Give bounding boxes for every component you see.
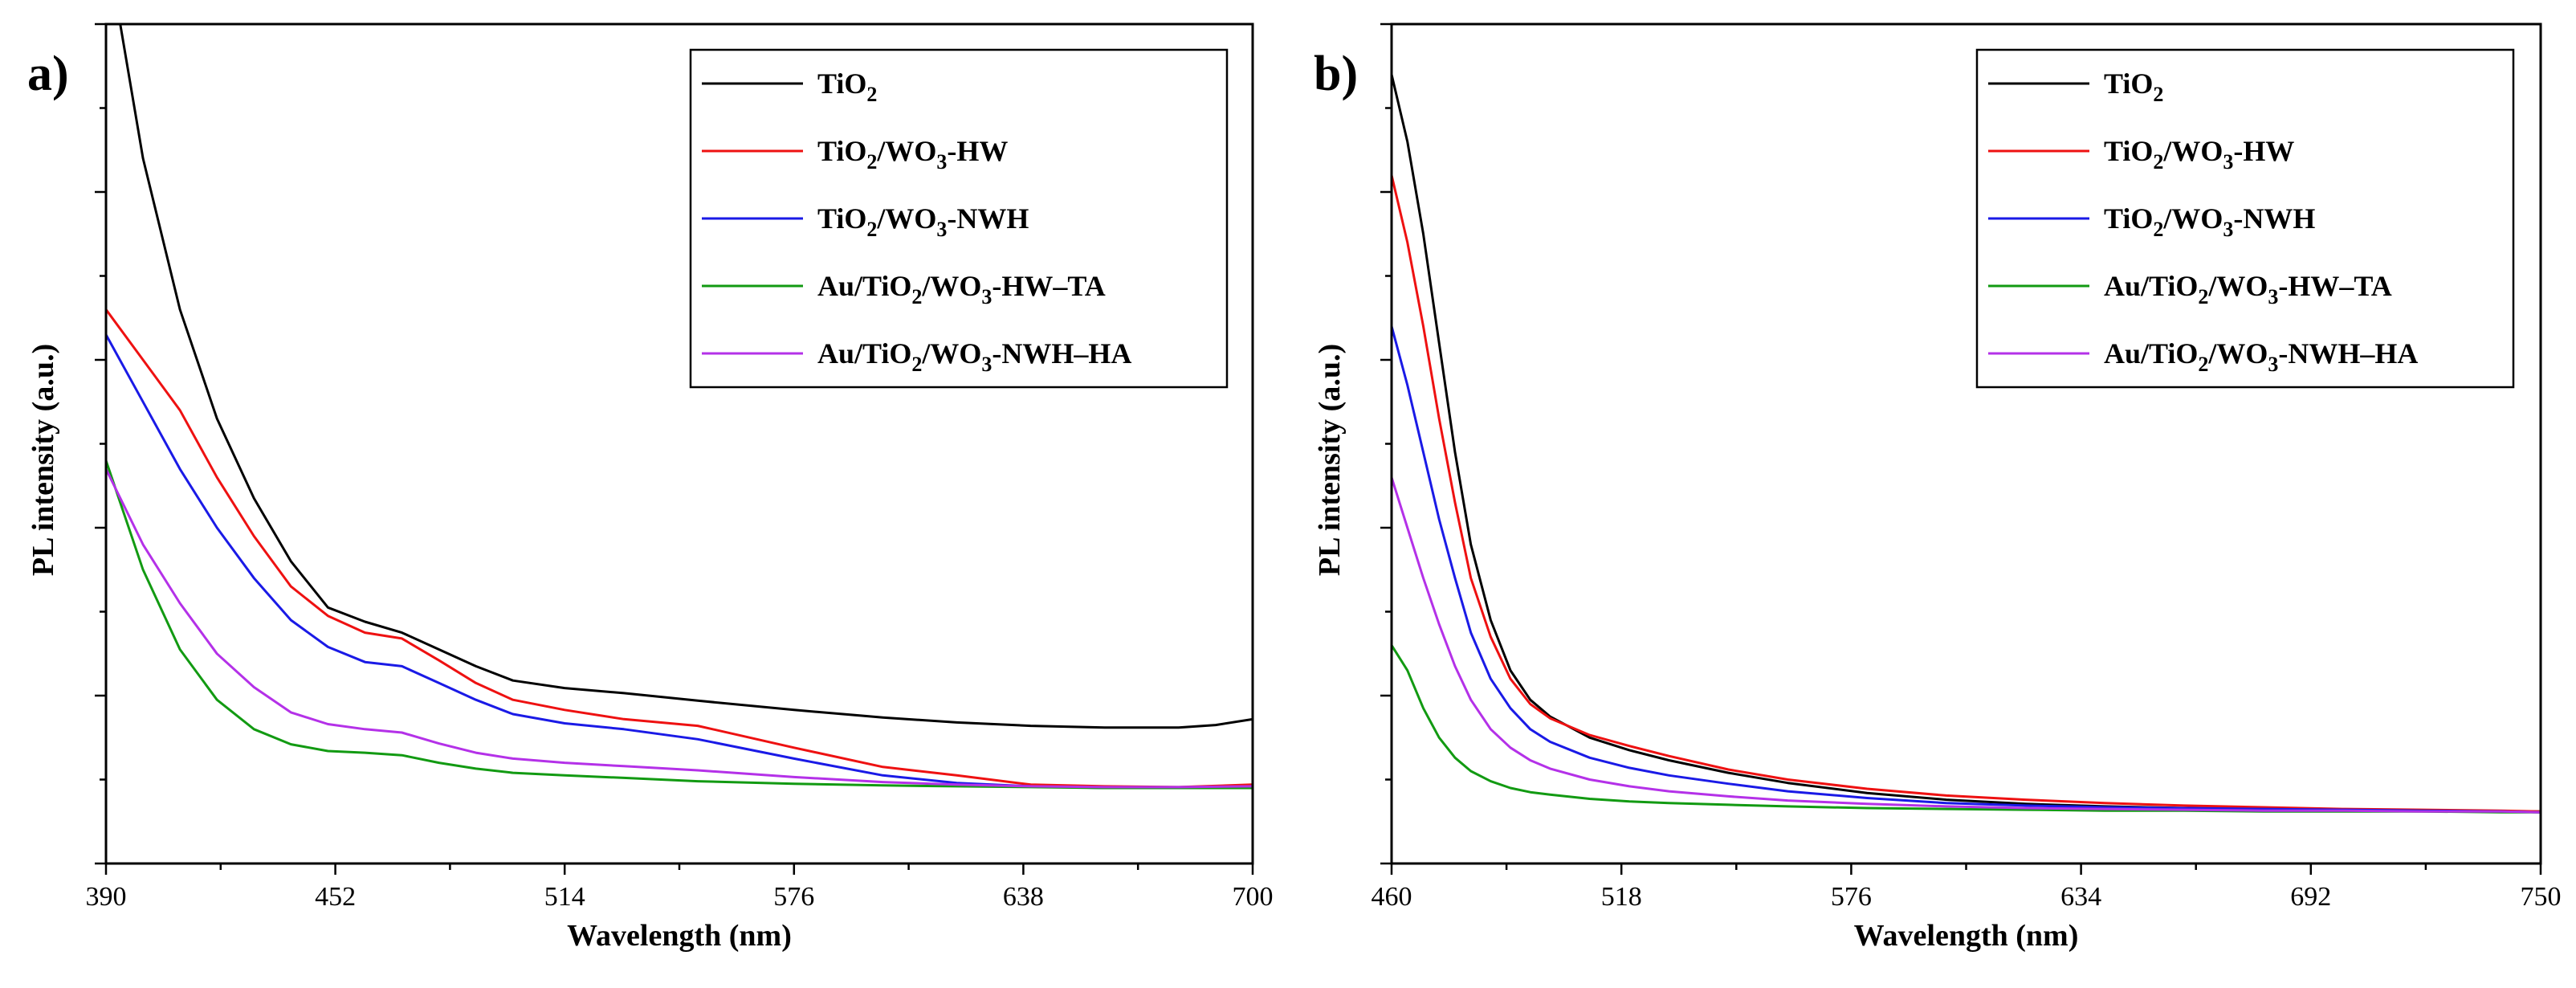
- legend: TiO2 TiO2/WO3-HW TiO2/WO3-NWH Au/TiO2/WO3-H…: [689, 48, 1229, 389]
- y-axis-title: PL intensity (a.u.): [26, 344, 60, 576]
- x-tick-label: 452: [315, 882, 356, 912]
- y-axis-title: PL intensity (a.u.): [1313, 344, 1347, 576]
- legend-item: Au/TiO2/WO3-HW–TA: [1988, 270, 2392, 308]
- x-tick-label: 390: [86, 882, 127, 912]
- legend-label: TiO2/WO3-HW: [817, 135, 1008, 174]
- legend-item: TiO2/WO3-HW: [1988, 135, 2294, 174]
- legend-item: Au/TiO2/WO3-NWH–HA: [702, 337, 1131, 376]
- legend-label: Au/TiO2/WO3-HW–TA: [2104, 270, 2392, 308]
- series-line-0: [119, 24, 1253, 729]
- x-axis-title: Wavelength (nm): [567, 919, 792, 953]
- legend-label: TiO2: [817, 67, 877, 106]
- x-tick-label: 460: [1372, 882, 1412, 912]
- legend: TiO2 TiO2/WO3-HW TiO2/WO3-NWH Au/TiO2/WO3-H…: [1975, 48, 2515, 389]
- x-tick-label: 514: [544, 882, 585, 912]
- x-tick-label: 576: [773, 882, 814, 912]
- series-line-3: [106, 459, 1253, 790]
- series-line-2: [106, 333, 1253, 790]
- legend-label: TiO2: [2104, 67, 2163, 106]
- series-line-1: [1392, 174, 2541, 813]
- series-line-4: [106, 467, 1253, 789]
- x-tick-label: 576: [1831, 882, 1872, 912]
- x-tick-label: 638: [1003, 882, 1044, 912]
- series-group: [1392, 73, 2541, 814]
- legend-item: Au/TiO2/WO3-NWH–HA: [1988, 337, 2418, 376]
- x-tick-label: 700: [1233, 882, 1274, 912]
- x-axis-title: Wavelength (nm): [1854, 919, 2079, 953]
- panel-label: b): [1314, 47, 1358, 101]
- legend-item: TiO2/WO3-HW: [702, 135, 1008, 174]
- legend-label: Au/TiO2/WO3-NWH–HA: [2104, 337, 2418, 376]
- panel-b: 460 518 576 634 692 750 Wavelength (nm) PL inte…: [1313, 22, 2562, 953]
- x-tick-label: 750: [2521, 882, 2562, 912]
- series-line-4: [1392, 476, 2541, 814]
- legend-item: TiO2: [1988, 67, 2163, 106]
- x-tick-label: 634: [2060, 882, 2101, 912]
- panel-a: 390 452 514 576 638 700 Wavelength (nm) PL inte…: [26, 22, 1274, 953]
- series-line-1: [106, 308, 1253, 789]
- panel-label: a): [27, 47, 69, 101]
- legend-item: TiO2/WO3-NWH: [1988, 202, 2315, 241]
- x-tick-label: 518: [1601, 882, 1642, 912]
- legend-label: TiO2/WO3-NWH: [817, 202, 1029, 241]
- series-group: [106, 24, 1253, 790]
- series-line-2: [1392, 325, 2541, 814]
- x-tick-label: 692: [2290, 882, 2331, 912]
- legend-label: TiO2/WO3-HW: [2104, 135, 2294, 174]
- legend-item: TiO2/WO3-NWH: [702, 202, 1029, 241]
- legend-item: TiO2: [702, 67, 877, 106]
- legend-label: TiO2/WO3-NWH: [2104, 202, 2315, 241]
- legend-label: Au/TiO2/WO3-HW–TA: [817, 270, 1106, 308]
- legend-label: Au/TiO2/WO3-NWH–HA: [817, 337, 1131, 376]
- series-line-3: [1392, 643, 2541, 814]
- legend-item: Au/TiO2/WO3-HW–TA: [702, 270, 1106, 308]
